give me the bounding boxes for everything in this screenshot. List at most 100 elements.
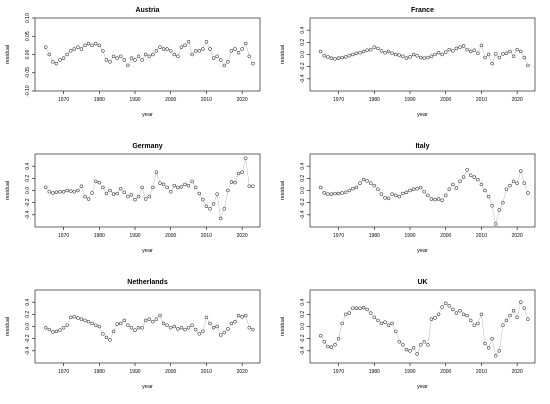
data-point [122, 58, 127, 62]
x-tick-label: 2020 [512, 369, 523, 375]
data-point [211, 56, 216, 60]
data-point [329, 345, 334, 349]
data-point [190, 179, 194, 184]
data-point [108, 60, 112, 64]
data-point [365, 179, 369, 183]
panel-title: Austria [135, 7, 159, 14]
data-point [358, 306, 362, 310]
data-point [447, 187, 452, 192]
data-point [154, 49, 159, 53]
data-point [243, 41, 248, 46]
data-point [111, 329, 116, 334]
y-tick-label: -0.2 [300, 334, 306, 343]
data-point [426, 193, 430, 198]
data-point [172, 183, 177, 188]
data-point [83, 43, 87, 48]
data-point [154, 317, 159, 321]
data-point [97, 324, 102, 329]
data-point [240, 47, 244, 51]
data-point [436, 50, 441, 55]
data-point [47, 327, 52, 332]
data-point [440, 305, 444, 309]
data-point [433, 52, 437, 57]
data-point [65, 188, 69, 193]
data-point [347, 188, 352, 193]
data-point [251, 184, 255, 188]
data-point [372, 183, 377, 188]
x-axis-label: year [142, 384, 153, 390]
data-point [215, 54, 219, 59]
data-point [443, 301, 448, 306]
data-point [372, 45, 377, 49]
x-tick-label: 1990 [404, 97, 415, 103]
data-point [347, 53, 352, 58]
data-point [451, 49, 455, 53]
data-point [240, 170, 244, 174]
data-point [322, 191, 327, 195]
data-point [436, 312, 441, 317]
data-point [501, 323, 505, 328]
data-point [379, 321, 384, 326]
data-point [461, 175, 466, 179]
x-tick-label: 2010 [201, 369, 212, 375]
y-axis-label: residual [5, 181, 11, 200]
data-point [393, 52, 398, 57]
y-tick-label: 0.4 [25, 298, 31, 305]
x-tick-label: 2010 [476, 233, 487, 239]
data-point [68, 315, 73, 320]
data-point [504, 51, 509, 56]
data-point [411, 187, 416, 192]
data-point [129, 193, 134, 197]
data-point [190, 52, 194, 57]
data-point [515, 181, 519, 185]
panel-title: UK [417, 279, 427, 286]
x-tick-label: 2000 [440, 369, 451, 375]
data-point [236, 50, 241, 55]
plot-frame [309, 153, 536, 228]
data-point [365, 307, 369, 312]
data-point [233, 319, 237, 324]
data-point [222, 330, 227, 335]
data-point [197, 49, 202, 53]
data-point [436, 197, 441, 201]
data-point [465, 313, 469, 318]
data-point [418, 343, 423, 347]
data-point [226, 327, 230, 331]
data-point [193, 185, 198, 190]
panel-italy: Italy year residual 1970 1980 1990 2000 2010 202… [280, 143, 536, 254]
data-point [526, 317, 530, 321]
data-point [222, 207, 227, 211]
data-point [126, 63, 130, 68]
x-tick-label: 1970 [333, 233, 344, 239]
data-point [143, 318, 148, 323]
x-tick-label: 2000 [165, 233, 176, 239]
data-point [190, 323, 194, 328]
data-point [368, 47, 373, 52]
data-point [104, 58, 109, 62]
data-point [65, 323, 69, 328]
data-point [472, 48, 477, 52]
data-point [111, 192, 116, 196]
y-tick-label: -0.4 [300, 210, 306, 219]
data-point [379, 192, 384, 196]
data-point [215, 324, 219, 329]
data-point [229, 321, 234, 326]
data-point [97, 43, 102, 48]
data-point [104, 191, 109, 196]
data-point [483, 55, 487, 60]
data-point [493, 353, 498, 358]
data-point [511, 54, 516, 59]
data-point [111, 54, 116, 59]
data-point [333, 343, 337, 347]
y-tick-label: 0.4 [300, 162, 306, 169]
data-point [86, 41, 91, 46]
x-tick-label: 2000 [165, 97, 176, 103]
data-point [418, 185, 423, 190]
data-point [151, 52, 155, 57]
plot-frame [309, 289, 536, 364]
data-point [168, 189, 173, 194]
x-tick-label: 2010 [201, 97, 212, 103]
data-point [433, 197, 437, 202]
series-line [45, 41, 254, 66]
data-point [465, 168, 469, 172]
